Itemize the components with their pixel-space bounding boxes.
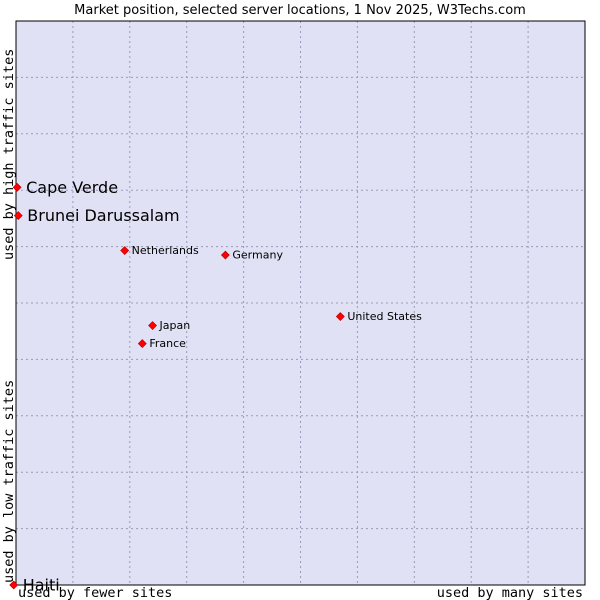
data-label-cape-verde: Cape Verde (26, 178, 118, 197)
y-axis-label-high: used by high traffic sites (1, 49, 17, 260)
data-label-france: France (149, 337, 186, 350)
chart-title: Market position, selected server locatio… (74, 3, 526, 18)
y-axis-label-low: used by low traffic sites (1, 380, 17, 583)
data-label-united-states: United States (347, 310, 422, 323)
market-position-chart: Market position, selected server locatio… (0, 0, 600, 600)
data-label-germany: Germany (232, 249, 283, 262)
data-label-japan: Japan (159, 319, 191, 332)
data-label-haiti: Haiti (23, 576, 60, 595)
data-label-netherlands: Netherlands (132, 244, 199, 257)
x-axis-label-high: used by many sites (437, 585, 583, 600)
data-label-brunei-darussalam: Brunei Darussalam (27, 206, 179, 225)
